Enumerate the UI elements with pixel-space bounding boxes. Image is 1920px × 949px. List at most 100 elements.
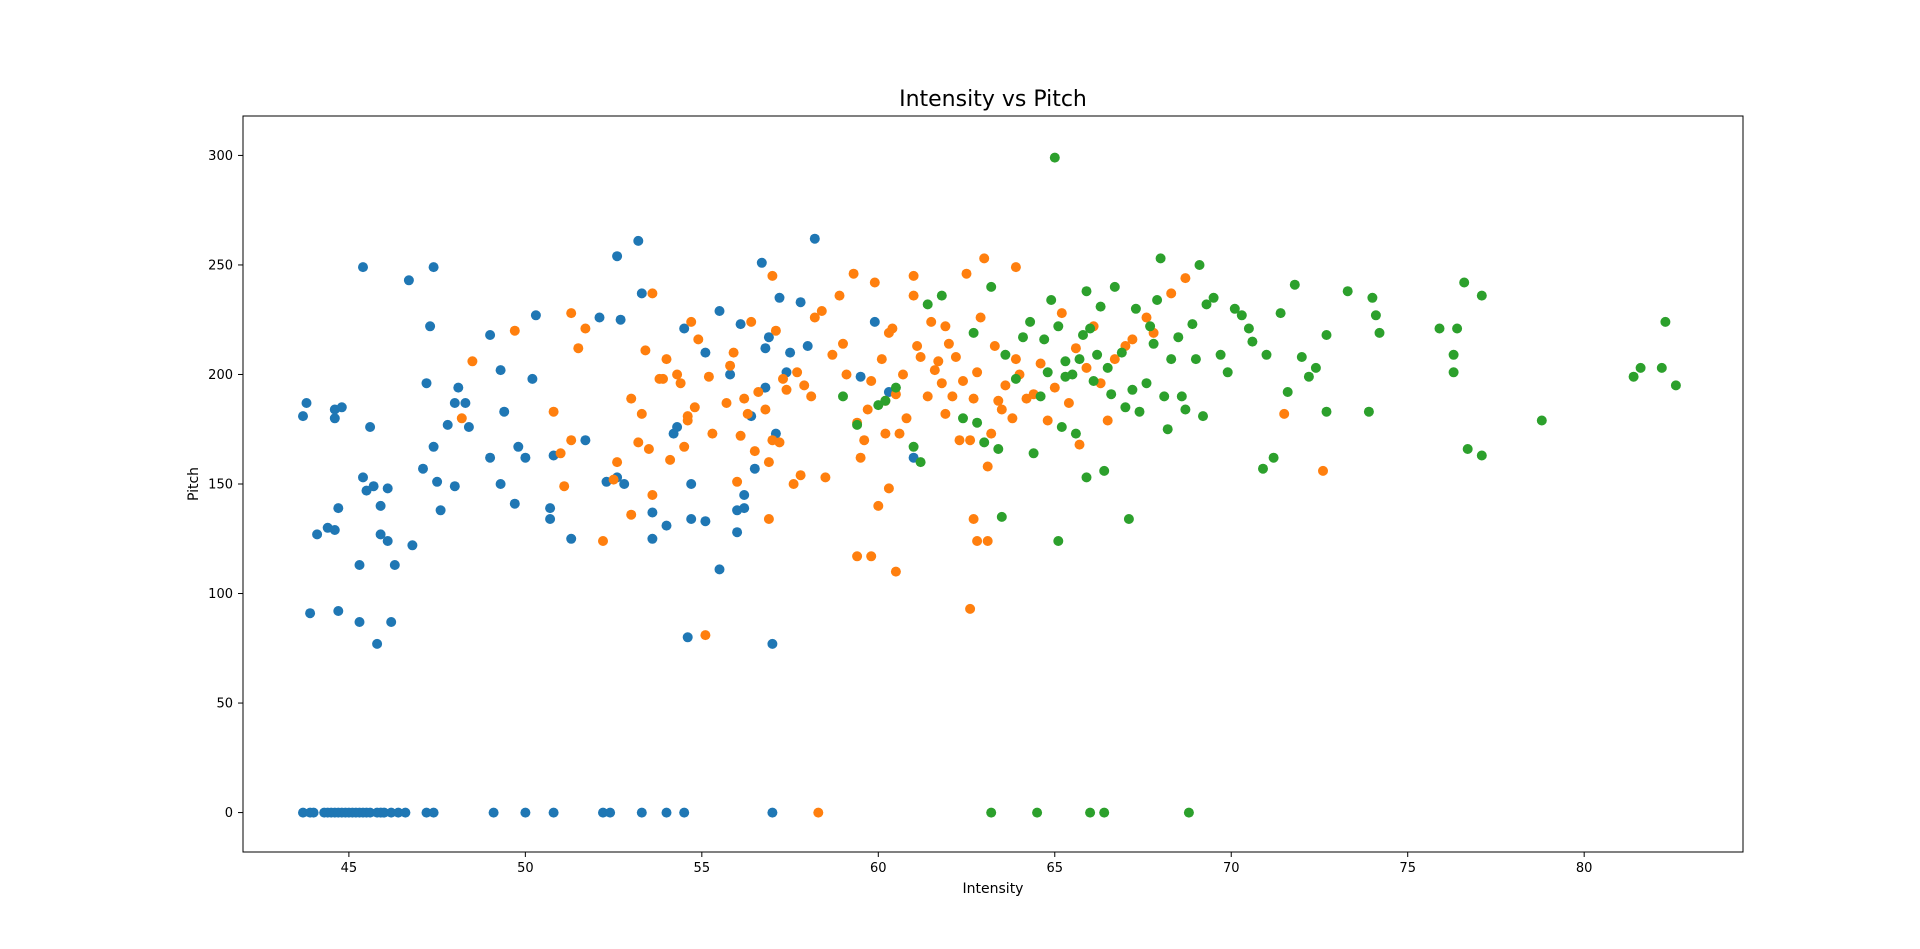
data-point-s1-66 <box>841 369 852 380</box>
data-point-s0-94 <box>802 341 813 351</box>
data-point-s1-123 <box>1109 354 1120 365</box>
data-point-s1-48 <box>763 457 774 468</box>
data-point-s2-30 <box>1074 354 1085 365</box>
data-point-s0-119 <box>379 807 390 818</box>
data-point-s1-90 <box>940 408 951 419</box>
data-point-s1-104 <box>993 395 1004 406</box>
data-point-s1-12 <box>612 457 623 468</box>
data-point-s1-22 <box>658 373 668 384</box>
data-point-s2-27 <box>1056 422 1067 432</box>
data-point-s2-93 <box>1536 415 1547 426</box>
data-point-s0-8 <box>333 606 344 616</box>
data-point-s0-14 <box>358 472 368 483</box>
data-point-s0-100 <box>298 807 308 818</box>
data-point-s0-3 <box>312 529 323 540</box>
data-point-s0-34 <box>442 419 453 430</box>
data-point-s1-112 <box>1035 358 1046 369</box>
data-point-s2-36 <box>1095 301 1106 312</box>
data-point-s0-97 <box>869 316 880 327</box>
data-point-s0-75 <box>714 306 725 316</box>
data-point-s2-69 <box>1258 463 1268 474</box>
data-point-s1-13 <box>626 393 637 404</box>
data-point-s1-97 <box>965 603 976 614</box>
data-point-s0-37 <box>453 382 464 393</box>
data-point-s0-129 <box>605 807 616 818</box>
data-point-s1-0 <box>456 413 467 424</box>
data-point-s0-126 <box>520 807 531 818</box>
data-point-s1-61 <box>816 306 827 316</box>
data-point-s0-133 <box>767 807 778 818</box>
data-point-s0-45 <box>509 498 520 509</box>
data-point-s0-128 <box>598 807 608 818</box>
data-point-s0-61 <box>633 235 644 246</box>
data-point-s2-83 <box>1370 310 1381 321</box>
data-point-s1-42 <box>742 408 753 419</box>
data-point-s0-59 <box>619 479 630 489</box>
data-point-s1-30 <box>686 316 697 327</box>
data-point-s1-36 <box>721 398 732 408</box>
data-point-s0-116 <box>365 807 376 818</box>
data-point-s1-64 <box>834 290 845 301</box>
data-point-s1-140 <box>813 807 824 818</box>
data-point-s1-115 <box>1056 308 1067 319</box>
data-point-s0-40 <box>485 330 496 340</box>
x-tick-label-50: 50 <box>517 861 534 876</box>
x-axis-label: Intensity <box>963 881 1024 897</box>
data-point-s1-55 <box>788 479 799 489</box>
ticks-layer: 45 50 55 60 65 70 75 80 0 50 100 150 200 250 300 <box>208 149 1592 876</box>
data-point-s1-69 <box>855 452 866 463</box>
data-point-s1-134 <box>890 566 901 577</box>
data-point-s2-19 <box>1025 316 1036 327</box>
data-point-s0-1 <box>301 398 312 408</box>
data-point-s0-81 <box>739 503 750 514</box>
data-point-s1-103 <box>986 428 997 439</box>
data-point-s2-21 <box>1035 391 1046 402</box>
x-tick-label-80: 80 <box>1576 861 1593 876</box>
data-point-s0-44 <box>499 406 510 417</box>
data-point-s1-131 <box>1318 465 1328 476</box>
data-point-s1-16 <box>636 408 647 419</box>
data-point-s1-106 <box>1000 380 1011 391</box>
data-point-s2-7 <box>922 299 933 310</box>
data-point-s2-52 <box>1162 424 1173 435</box>
data-point-s1-95 <box>958 376 968 386</box>
data-point-s1-24 <box>665 454 676 465</box>
data-point-s0-39 <box>463 422 474 432</box>
data-point-s0-6 <box>329 413 340 424</box>
data-point-s2-102 <box>1099 807 1110 818</box>
data-point-s1-58 <box>799 380 810 391</box>
data-point-s2-57 <box>1187 319 1198 330</box>
data-point-s0-51 <box>545 514 556 524</box>
data-point-s0-83 <box>749 463 760 474</box>
data-point-s1-142 <box>940 321 951 332</box>
data-point-s0-17 <box>368 481 379 492</box>
chart-title: Intensity vs Pitch <box>899 87 1087 112</box>
data-point-s1-126 <box>1141 312 1152 323</box>
data-point-s1-19 <box>647 490 658 500</box>
data-point-s2-35 <box>1092 349 1103 360</box>
data-point-s2-86 <box>1448 349 1459 360</box>
data-point-s1-51 <box>770 325 781 336</box>
x-tick-label-65: 65 <box>1046 861 1063 876</box>
data-point-s0-102 <box>308 807 319 818</box>
data-point-s1-37 <box>725 360 736 371</box>
data-point-s1-32 <box>693 334 704 345</box>
data-point-s2-87 <box>1448 367 1459 378</box>
x-tick-label-45: 45 <box>341 861 358 876</box>
data-point-s0-48 <box>527 373 538 384</box>
data-point-s2-70 <box>1261 349 1272 360</box>
data-point-s2-40 <box>1116 347 1127 358</box>
y-tick-label-250: 250 <box>208 258 233 273</box>
data-point-s1-53 <box>778 373 788 384</box>
data-point-s1-125 <box>1127 334 1138 345</box>
data-point-s1-29 <box>682 411 693 422</box>
data-point-s2-58 <box>1190 354 1201 365</box>
data-point-s2-60 <box>1198 411 1208 422</box>
data-point-s0-124 <box>428 807 439 818</box>
data-point-s0-29 <box>425 321 436 332</box>
data-point-s0-67 <box>672 422 683 432</box>
data-point-s2-77 <box>1310 362 1321 373</box>
data-point-s0-54 <box>580 435 591 446</box>
data-point-s0-84 <box>756 257 767 268</box>
data-point-s2-79 <box>1321 406 1332 417</box>
